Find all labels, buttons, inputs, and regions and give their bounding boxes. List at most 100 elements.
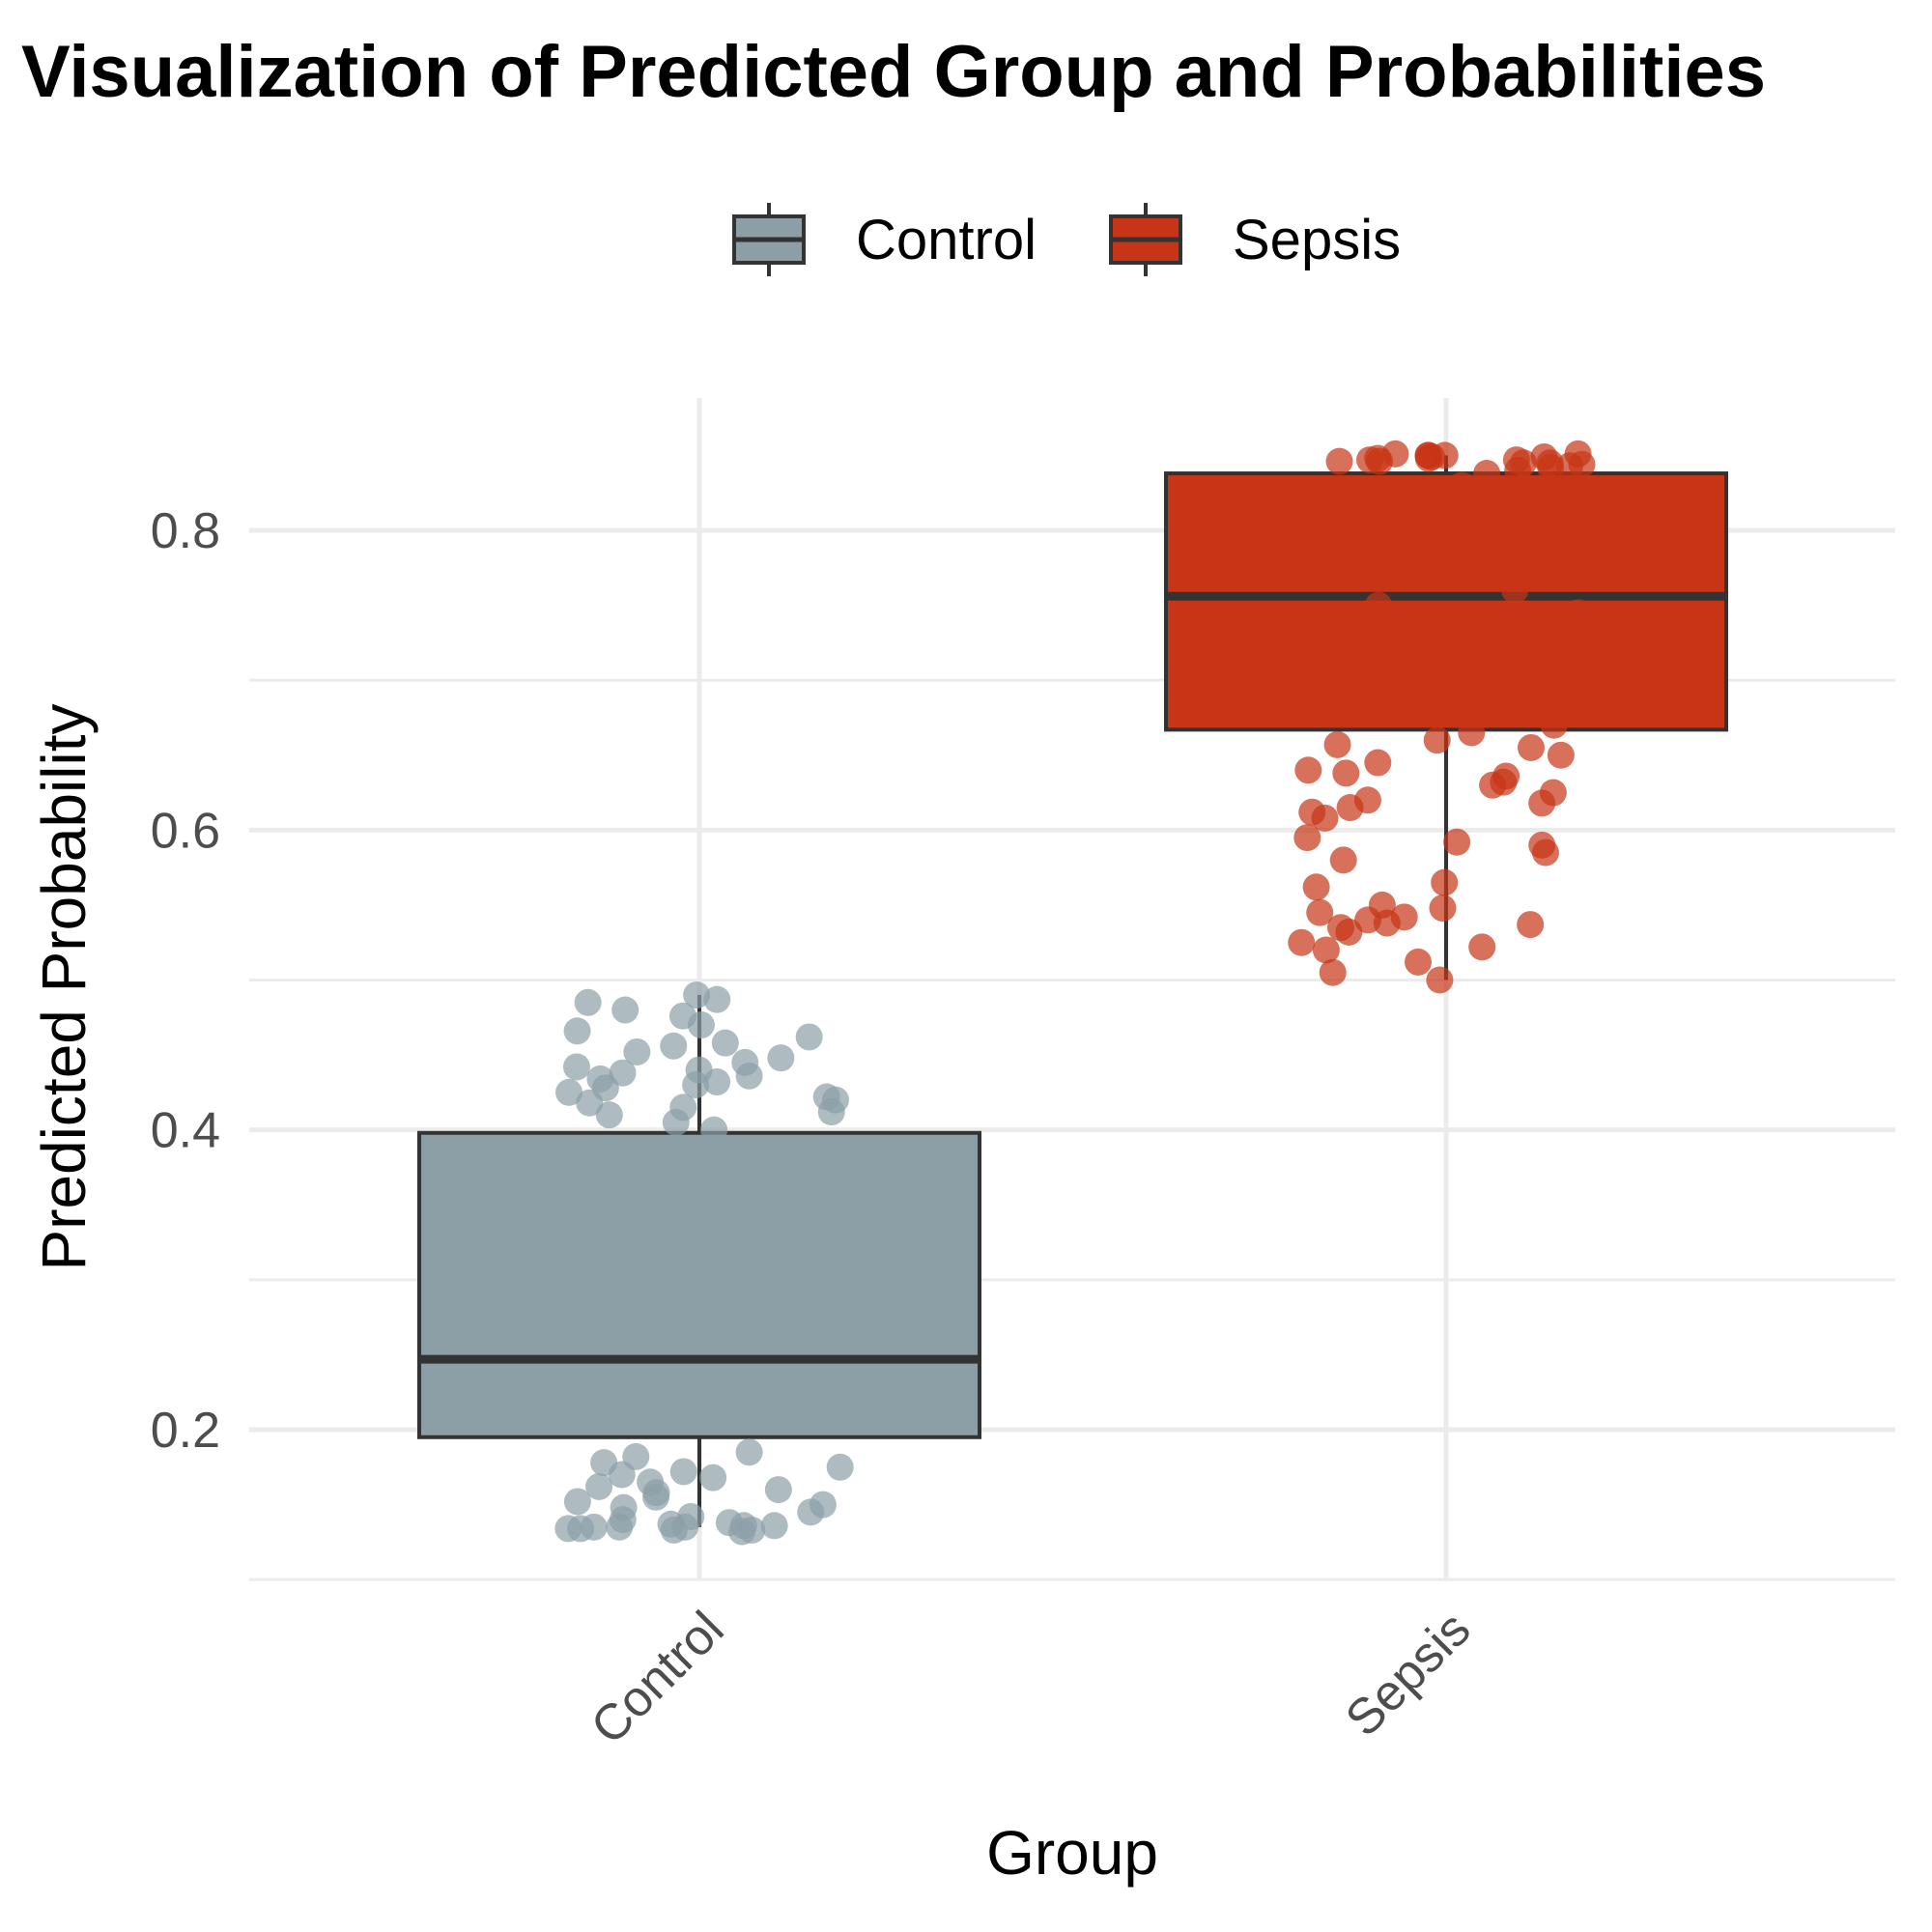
legend-label: Sepsis (1233, 209, 1401, 271)
jitter-point-control (735, 1438, 763, 1466)
jitter-point-sepsis (1336, 794, 1364, 822)
jitter-point-sepsis (1312, 936, 1340, 964)
jitter-point-control (682, 1071, 710, 1099)
y-tick-label: 0.4 (151, 1103, 220, 1159)
jitter-point-control (700, 1116, 728, 1144)
jitter-point-sepsis (1364, 749, 1392, 777)
jitter-point-control (563, 1017, 591, 1045)
jitter-point-sepsis (1448, 471, 1476, 499)
jitter-point-sepsis (1501, 577, 1529, 605)
jitter-point-sepsis (1517, 733, 1545, 761)
jitter-point-sepsis (1423, 726, 1451, 754)
jitter-point-sepsis (1335, 918, 1363, 946)
jitter-point-sepsis (1294, 756, 1322, 784)
jitter-point-control (606, 1513, 634, 1541)
jitter-point-sepsis (1402, 547, 1430, 575)
jitter-point-control (817, 1098, 845, 1126)
jitter-point-sepsis (1319, 958, 1347, 986)
legend-label: Control (856, 209, 1037, 271)
legend: Control Sepsis (732, 203, 1401, 276)
jitter-point-control (797, 1498, 825, 1526)
jitter-point-sepsis (1556, 452, 1584, 480)
jitter-points (554, 440, 1603, 1546)
jitter-point-control (735, 1062, 763, 1090)
jitter-point-control (562, 1053, 590, 1081)
jitter-point-sepsis (1415, 651, 1443, 679)
jitter-point-control (660, 1516, 688, 1544)
jitter-point-control (760, 1512, 788, 1540)
jitter-point-control (585, 1472, 613, 1500)
x-axis-ticks: Control Sepsis (581, 1601, 1482, 1755)
box-iqr (1164, 471, 1728, 732)
jitter-point-control (563, 1488, 591, 1516)
x-tick-label: Sepsis (1335, 1601, 1481, 1747)
jitter-point-sepsis (1325, 447, 1353, 475)
jitter-point-sepsis (1443, 828, 1471, 856)
jitter-point-control (660, 1032, 688, 1060)
jitter-point-sepsis (1294, 486, 1322, 514)
jitter-point-control (611, 996, 639, 1024)
jitter-point-control (767, 1044, 795, 1072)
jitter-point-sepsis (1457, 637, 1485, 665)
jitter-point-control (595, 1101, 623, 1129)
jitter-point-sepsis (1365, 591, 1393, 619)
jitter-point-sepsis (1332, 759, 1360, 787)
jitter-point-sepsis (1302, 873, 1330, 901)
jitter-point-control (623, 1037, 651, 1065)
jitter-point-sepsis (1306, 898, 1334, 926)
jitter-point-sepsis (1288, 928, 1316, 956)
x-axis-title: Group (986, 1818, 1158, 1888)
jitter-point-sepsis (1531, 838, 1559, 867)
jitter-point-control (728, 1518, 756, 1546)
jitter-point-sepsis (1350, 531, 1378, 559)
y-tick-label: 0.2 (151, 1403, 220, 1459)
y-axis-ticks: 0.2 0.4 0.6 0.8 (151, 503, 220, 1459)
chart-title: Visualization of Predicted Group and Pro… (21, 31, 1766, 113)
jitter-point-sepsis (1458, 719, 1486, 747)
jitter-point-control (608, 1461, 636, 1489)
jitter-point-sepsis (1547, 741, 1575, 769)
jitter-point-sepsis (1391, 517, 1419, 544)
jitter-point-sepsis (1366, 447, 1394, 475)
box-plots (417, 455, 1728, 1527)
jitter-point-sepsis (1517, 911, 1545, 939)
jitter-point-control (574, 988, 602, 1016)
jitter-point-control (662, 1108, 690, 1136)
jitter-point-sepsis (1311, 804, 1339, 832)
jitter-point-sepsis (1426, 966, 1454, 994)
y-tick-label: 0.6 (151, 803, 220, 859)
box-sepsis (1164, 455, 1728, 980)
jitter-point-control (642, 1483, 670, 1511)
jitter-point-control (683, 981, 711, 1009)
jitter-point-sepsis (1479, 771, 1507, 799)
y-tick-label: 0.8 (151, 503, 220, 559)
jitter-point-control (669, 1458, 697, 1486)
jitter-point-sepsis (1429, 895, 1457, 923)
jitter-point-control (764, 1476, 792, 1504)
jitter-point-sepsis (1431, 868, 1459, 896)
jitter-point-sepsis (1528, 789, 1556, 817)
jitter-point-sepsis (1405, 948, 1433, 976)
jitter-point-sepsis (1290, 607, 1318, 635)
jitter-point-control (703, 985, 731, 1013)
jitter-point-sepsis (1537, 453, 1565, 481)
jitter-point-sepsis (1323, 730, 1351, 758)
jitter-point-sepsis (1473, 460, 1501, 488)
jitter-point-control (795, 1023, 823, 1051)
jitter-point-sepsis (1564, 599, 1592, 627)
jitter-point-sepsis (1391, 621, 1419, 649)
legend-item-control: Control (732, 203, 1037, 276)
jitter-point-control (711, 1029, 739, 1057)
y-axis-title: Predicted Probability (29, 704, 99, 1271)
jitter-point-sepsis (1329, 846, 1357, 874)
jitter-point-sepsis (1419, 696, 1447, 724)
jitter-point-sepsis (1540, 711, 1568, 739)
jitter-point-control (576, 1089, 604, 1117)
jitter-point-sepsis (1575, 681, 1603, 709)
jitter-point-sepsis (1313, 667, 1341, 695)
jitter-point-sepsis (1414, 444, 1442, 472)
box-iqr (417, 1130, 981, 1439)
x-tick-label: Control (581, 1601, 735, 1755)
legend-item-sepsis: Sepsis (1109, 203, 1401, 276)
